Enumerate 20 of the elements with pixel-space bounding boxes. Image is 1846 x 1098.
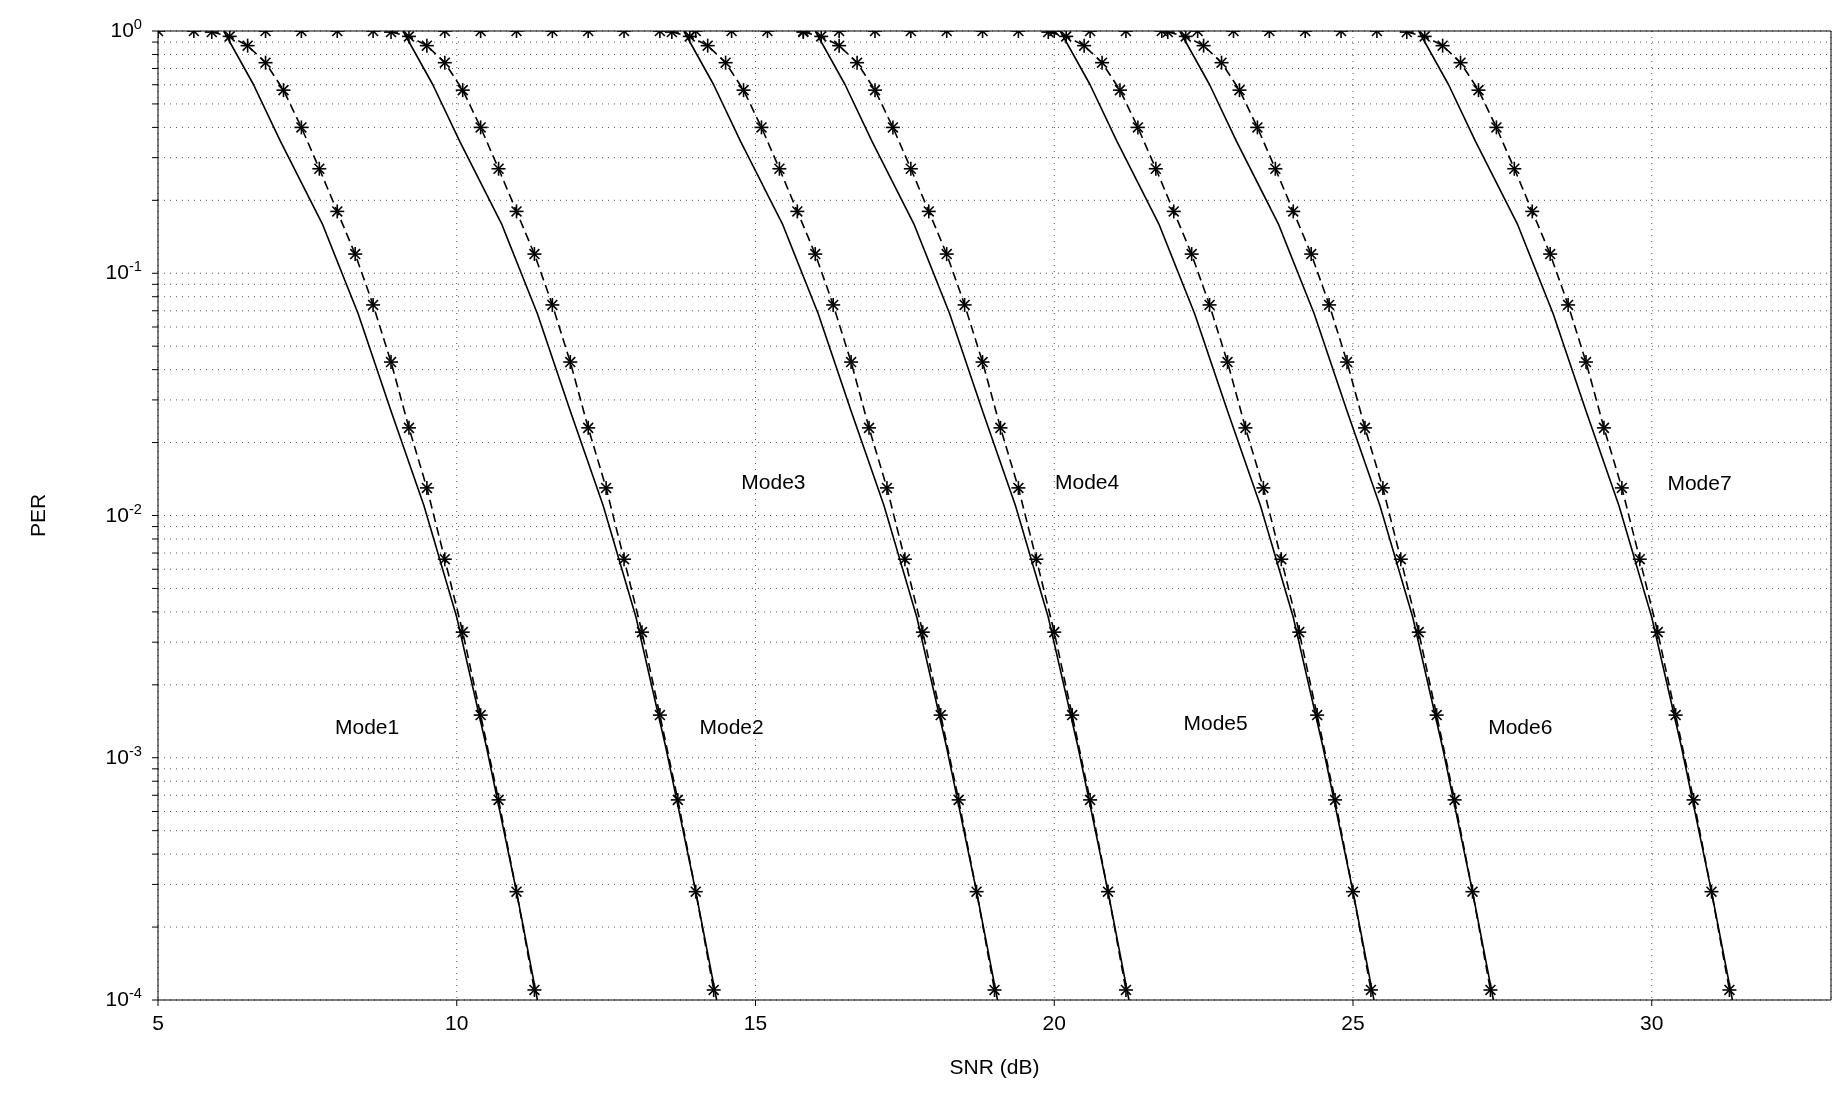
annotation: Mode4 bbox=[1055, 470, 1120, 494]
y-tick-label: 10$^{-2}$ bbox=[105, 500, 142, 526]
x-axis-title: SNR (dB) bbox=[949, 1055, 1040, 1078]
x-tick-label: 5 bbox=[152, 1011, 164, 1034]
x-tick-label: 20 bbox=[1042, 1011, 1066, 1034]
x-tick-label: 15 bbox=[743, 1011, 768, 1034]
annotation: Mode3 bbox=[741, 470, 806, 494]
y-axis-title: PER bbox=[26, 493, 50, 538]
annotation: Mode6 bbox=[1488, 714, 1553, 738]
y-tick-label: 10$^{-4}$ bbox=[105, 985, 142, 1010]
y-tick-label: 10$^{-3}$ bbox=[105, 742, 142, 768]
y-tick-label: 10$^{0}$ bbox=[110, 16, 142, 41]
annotation: Mode1 bbox=[335, 714, 400, 738]
x-tick-label: 30 bbox=[1640, 1011, 1664, 1034]
x-tick-label: 25 bbox=[1341, 1011, 1365, 1034]
annotation: Mode5 bbox=[1183, 710, 1248, 734]
x-tick-label: 10 bbox=[445, 1011, 469, 1034]
annotation: Mode2 bbox=[699, 714, 764, 738]
annotation: Mode7 bbox=[1667, 470, 1732, 494]
y-tick-label: 10$^{-1}$ bbox=[105, 258, 142, 284]
